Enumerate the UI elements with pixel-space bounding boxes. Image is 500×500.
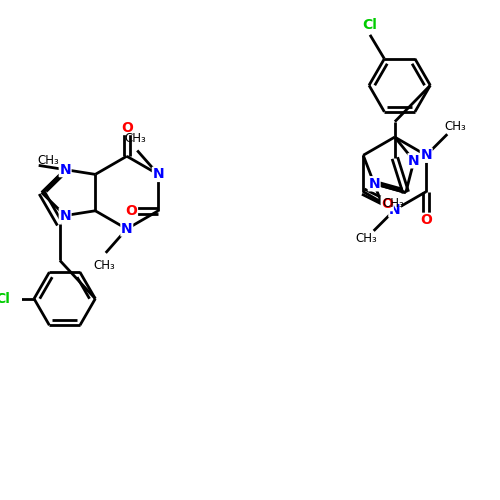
Text: Cl: Cl: [362, 18, 378, 32]
Text: O: O: [420, 214, 432, 228]
Text: N: N: [389, 203, 400, 217]
Text: CH₃: CH₃: [444, 120, 466, 133]
Text: O: O: [121, 120, 132, 134]
Text: O: O: [382, 196, 393, 210]
Text: N: N: [420, 148, 432, 162]
Text: N: N: [60, 162, 71, 176]
Text: CH₃: CH₃: [382, 198, 404, 210]
Text: N: N: [368, 177, 380, 191]
Text: N: N: [60, 208, 71, 222]
Text: CH₃: CH₃: [355, 232, 377, 245]
Text: CH₃: CH₃: [93, 259, 114, 272]
Text: N: N: [121, 222, 132, 236]
Text: Cl: Cl: [0, 292, 10, 306]
Text: N: N: [408, 154, 420, 168]
Text: CH₃: CH₃: [38, 154, 59, 167]
Text: N: N: [152, 168, 164, 181]
Text: CH₃: CH₃: [124, 132, 146, 144]
Text: O: O: [126, 204, 138, 218]
